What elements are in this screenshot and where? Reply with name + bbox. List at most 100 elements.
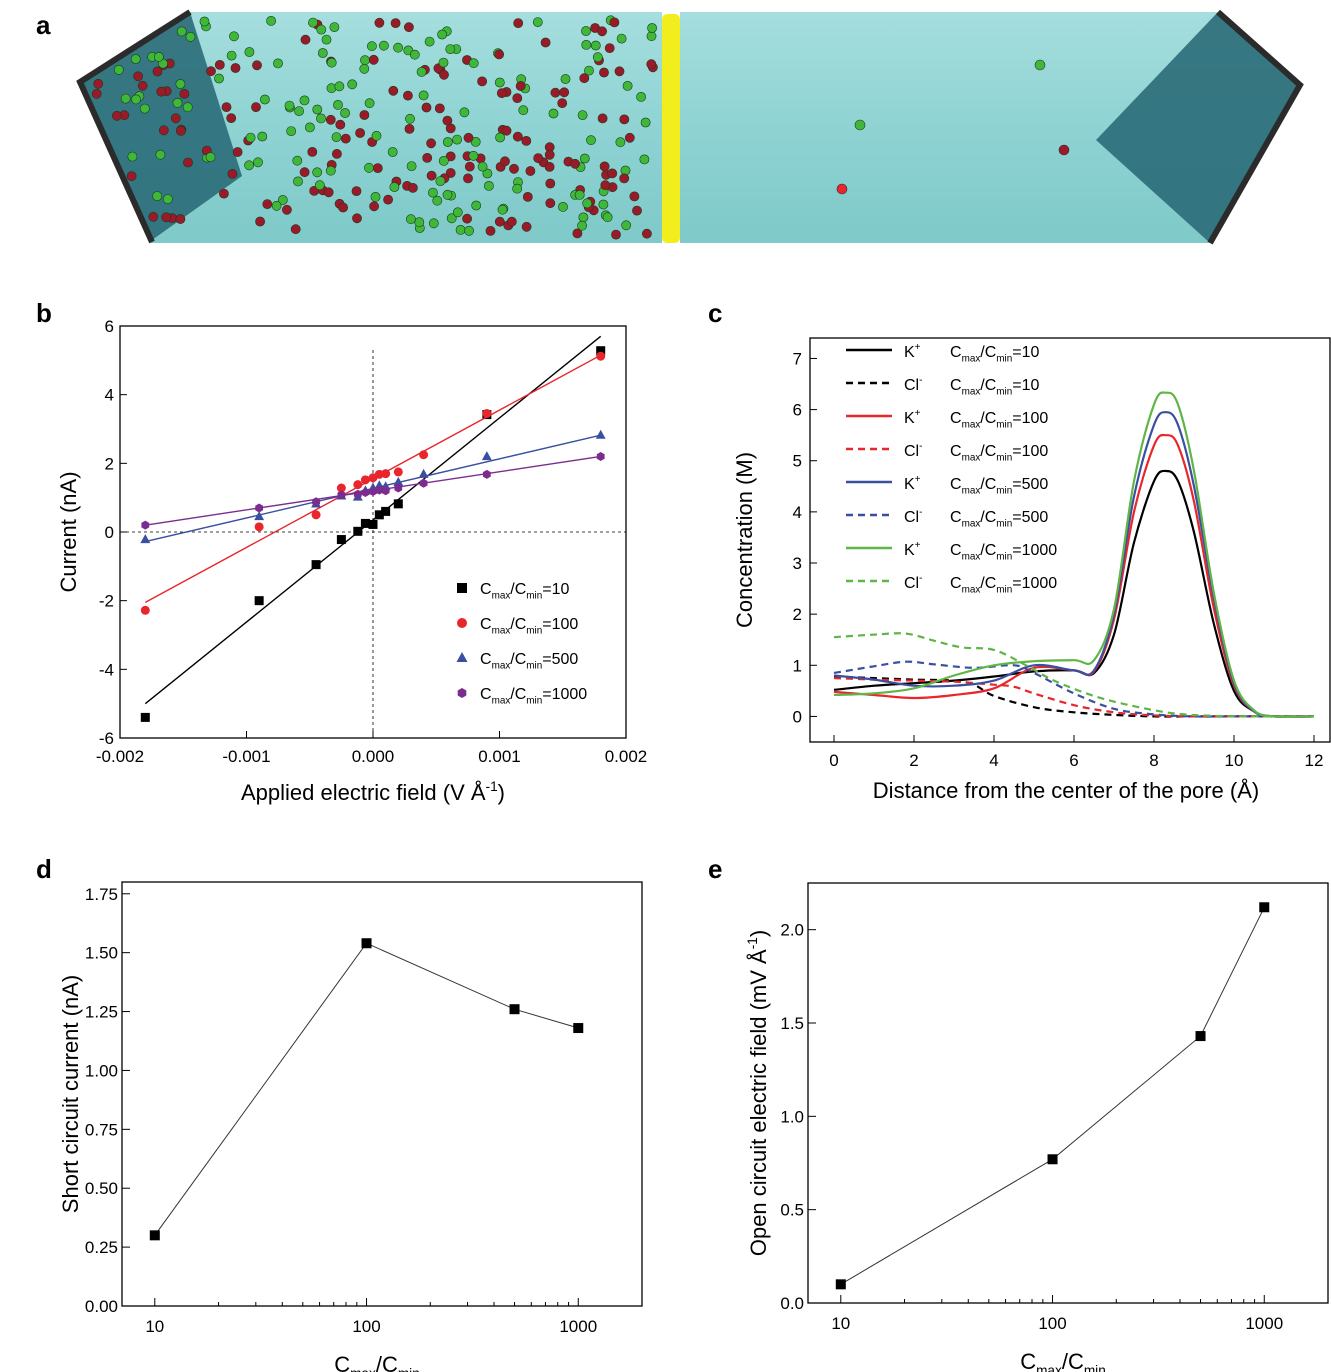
ion (405, 214, 416, 225)
ion (468, 150, 479, 161)
ion (334, 81, 345, 92)
ion (335, 119, 346, 130)
legend-label: Cmax/Cmin=10 (950, 344, 1039, 364)
data-point (254, 522, 264, 532)
ion (273, 58, 283, 69)
ion (93, 78, 104, 89)
legend-label: Cmax/Cmin=500 (480, 651, 578, 671)
ion (152, 66, 163, 77)
y-tick-label: 0.75 (85, 1120, 118, 1139)
ion (388, 85, 399, 96)
ion (387, 147, 398, 157)
chart-d-short-circuit-current: 10 100 1000 0.00 0.25 0.50 0.75 1.00 1.25 1.50 1.7… (58, 881, 643, 1372)
y-tick-label: 2 (105, 454, 114, 473)
legend-ion: Cl- (904, 507, 922, 526)
ion (127, 151, 138, 162)
y-tick-label: 0.00 (85, 1297, 118, 1316)
ion (304, 122, 315, 133)
ion (544, 149, 555, 160)
data-point (393, 476, 404, 486)
ion (521, 221, 532, 232)
ion (317, 48, 328, 58)
ion (290, 224, 301, 235)
simulation-snapshot (76, 9, 1304, 245)
ion (642, 228, 652, 239)
y-tick-label: 3 (793, 554, 802, 573)
ion (137, 80, 148, 91)
ion (636, 92, 646, 102)
ion (586, 135, 596, 146)
data-point (360, 518, 370, 528)
ion (300, 34, 311, 45)
ion (130, 54, 141, 64)
legend-ion: Cl- (904, 375, 922, 394)
ion (522, 191, 533, 202)
ion (314, 180, 325, 191)
y-tick-label: 0.50 (85, 1179, 118, 1198)
ion (437, 29, 447, 40)
data-point (1259, 902, 1270, 913)
legend-ion: K+ (904, 540, 921, 559)
ion (532, 17, 543, 27)
data-point (482, 469, 491, 479)
ion (299, 95, 310, 106)
ion (570, 158, 580, 169)
ion (550, 87, 561, 98)
ion (232, 147, 243, 157)
ion (599, 67, 609, 78)
series-line (154, 942, 579, 1236)
ion (494, 77, 505, 88)
ion (464, 225, 474, 236)
y-tick-label: 0.5 (780, 1201, 804, 1220)
data-point (1195, 1031, 1206, 1042)
ion (325, 165, 336, 176)
y-tick-label: -6 (99, 729, 114, 748)
ion (545, 178, 556, 189)
ion (416, 67, 427, 77)
ion (496, 88, 507, 98)
ion (355, 128, 365, 138)
ion (512, 183, 523, 194)
ion (439, 69, 449, 80)
ion (482, 168, 493, 179)
legend-label: Cmax/Cmin=100 (950, 443, 1048, 463)
y-tick-label: 1.75 (85, 885, 118, 904)
ion (139, 103, 150, 114)
legend-label: Cmax/Cmin=1000 (950, 575, 1057, 595)
ion (442, 137, 453, 147)
ion (271, 200, 282, 211)
ion (414, 217, 425, 228)
ion (463, 132, 474, 143)
data-point (481, 451, 492, 461)
y-tick-label: 7 (793, 349, 802, 368)
legend-label: Cmax/Cmin=100 (480, 616, 578, 636)
ion (445, 123, 456, 134)
ion (205, 152, 216, 162)
ion (471, 200, 482, 211)
ion (402, 90, 413, 101)
ion (854, 119, 866, 131)
ion (572, 228, 583, 239)
ion (218, 188, 229, 199)
ion (153, 52, 164, 62)
ion (435, 176, 446, 186)
ion (468, 58, 479, 69)
ion (152, 191, 163, 201)
data-point (381, 486, 390, 496)
ion (445, 151, 456, 162)
water-reservoir-right (680, 12, 1300, 243)
ion (424, 36, 435, 47)
ion (230, 63, 241, 73)
ion (597, 113, 608, 124)
ion (158, 125, 169, 136)
legend-label: Cmax/Cmin=10 (950, 377, 1039, 397)
ion (509, 163, 519, 174)
data-point (374, 480, 385, 490)
y-axis-label: Concentration (M) (732, 452, 757, 628)
x-tick-label: -0.002 (96, 747, 144, 766)
plot-frame (121, 881, 643, 1307)
ion (364, 98, 375, 109)
ion (214, 60, 225, 70)
y-tick-label: 0.0 (780, 1294, 804, 1313)
ion (331, 148, 342, 159)
